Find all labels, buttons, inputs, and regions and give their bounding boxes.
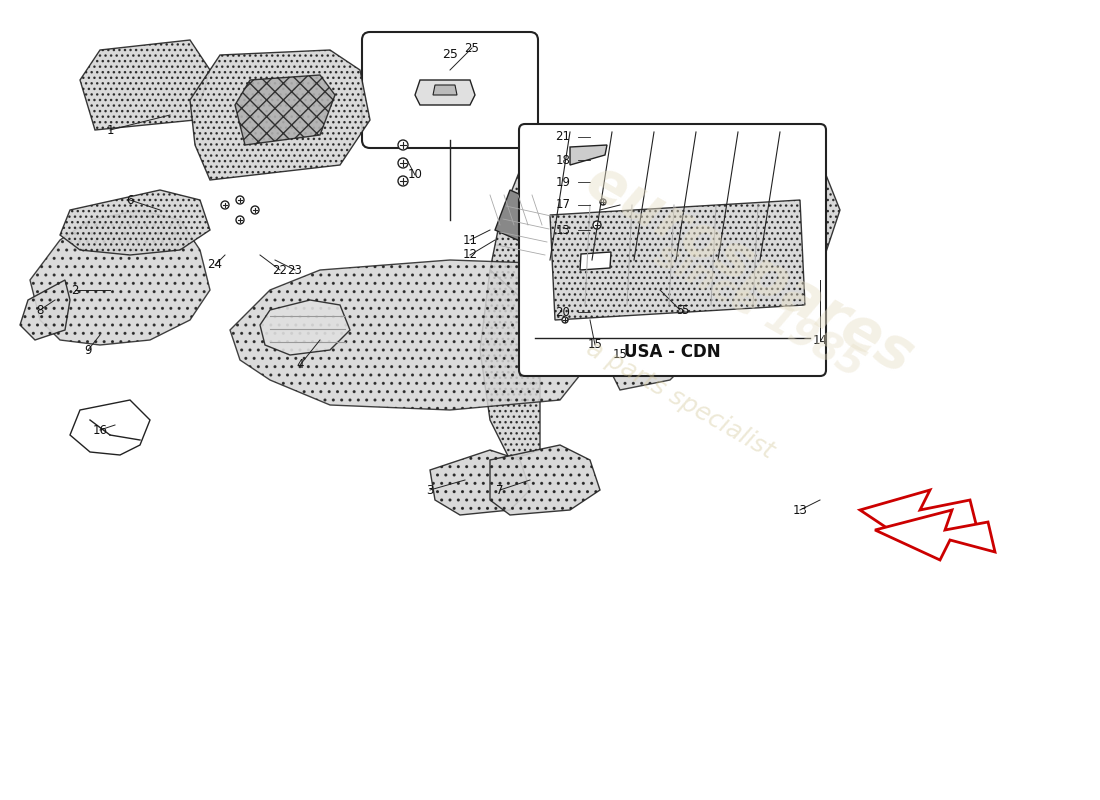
Polygon shape [495,190,556,250]
Polygon shape [860,490,980,550]
Polygon shape [230,260,620,410]
Text: 25: 25 [442,49,458,62]
Polygon shape [433,85,456,95]
Circle shape [600,199,606,205]
Text: 15: 15 [613,349,627,362]
Polygon shape [590,245,720,390]
Text: 6: 6 [126,194,134,206]
FancyBboxPatch shape [519,124,826,376]
Polygon shape [430,450,530,515]
Polygon shape [874,510,996,560]
Text: eurospares: eurospares [576,153,924,387]
Text: 15: 15 [587,338,603,351]
Polygon shape [80,40,210,130]
Circle shape [398,176,408,186]
Text: 16: 16 [92,423,108,437]
Polygon shape [190,50,370,180]
FancyBboxPatch shape [362,32,538,148]
Text: 7: 7 [496,483,504,497]
Text: 9: 9 [85,343,91,357]
Text: 18: 18 [556,154,571,166]
Polygon shape [490,130,840,325]
Circle shape [236,196,244,204]
Circle shape [593,221,601,229]
Text: 1: 1 [107,123,113,137]
Text: 21: 21 [556,130,571,143]
Polygon shape [480,270,540,460]
Circle shape [251,206,258,214]
Polygon shape [570,145,607,165]
Polygon shape [20,280,70,340]
Polygon shape [60,190,210,255]
Text: 20: 20 [556,306,571,318]
Text: 5: 5 [676,303,684,317]
Circle shape [236,216,244,224]
Text: 10: 10 [408,169,422,182]
Text: since 1985: since 1985 [649,234,871,386]
Text: 4: 4 [296,358,304,371]
Circle shape [398,140,408,150]
Text: 24: 24 [208,258,222,271]
Polygon shape [260,300,350,355]
Text: USA - CDN: USA - CDN [624,343,720,361]
Text: a parts specialist: a parts specialist [582,337,778,463]
Text: 17: 17 [556,198,571,211]
Text: 14: 14 [813,334,827,346]
Text: 25: 25 [464,42,480,54]
Text: 12: 12 [462,249,477,262]
Polygon shape [235,75,336,145]
Circle shape [562,317,568,323]
Polygon shape [415,80,475,105]
Circle shape [221,201,229,209]
Circle shape [398,158,408,168]
Polygon shape [30,210,210,345]
Text: 5: 5 [681,303,689,317]
Text: 19: 19 [556,175,571,189]
Text: 23: 23 [287,263,303,277]
Polygon shape [580,252,611,270]
Text: 11: 11 [462,234,477,246]
Text: 13: 13 [793,503,807,517]
Text: 22: 22 [273,263,287,277]
Polygon shape [490,445,600,515]
Polygon shape [550,200,805,320]
Text: 8: 8 [36,303,44,317]
Text: 3: 3 [427,483,433,497]
Text: 13: 13 [556,223,571,237]
Text: 2: 2 [72,283,79,297]
